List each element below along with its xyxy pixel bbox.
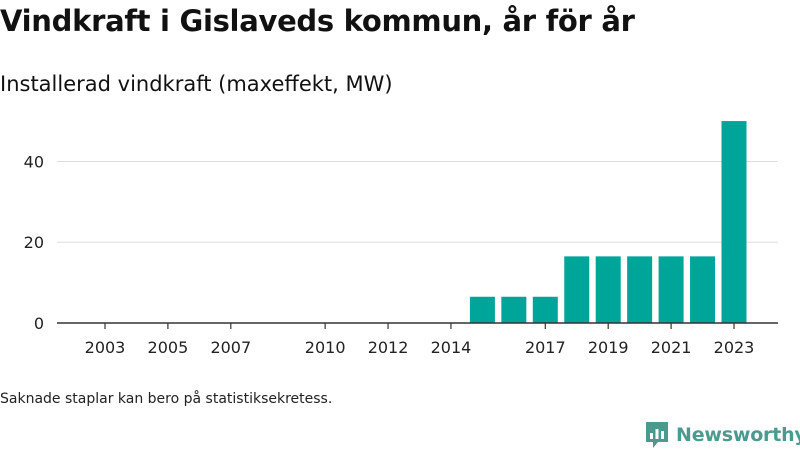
bar bbox=[659, 256, 684, 323]
x-tick-label: 2023 bbox=[714, 338, 755, 357]
x-tick-label: 2007 bbox=[210, 338, 251, 357]
bar bbox=[564, 256, 589, 323]
x-tick-label: 2021 bbox=[651, 338, 692, 357]
bar bbox=[627, 256, 652, 323]
x-tick-label: 2003 bbox=[85, 338, 126, 357]
bar bbox=[501, 297, 526, 323]
bar-chart: 0 20 40 2003 2005 2007 2010 2012 2014 2017 2019 202… bbox=[0, 0, 800, 380]
footnote: Saknade staplar kan bero på statistiksek… bbox=[0, 391, 332, 407]
bar bbox=[533, 297, 558, 323]
x-tick-label: 2014 bbox=[431, 338, 472, 357]
x-tick-label: 2012 bbox=[368, 338, 409, 357]
bar bbox=[722, 121, 747, 323]
y-tick-label: 0 bbox=[34, 314, 44, 333]
y-tick-label: 40 bbox=[24, 152, 44, 171]
bar bbox=[470, 297, 495, 323]
x-tick-label: 2005 bbox=[148, 338, 189, 357]
y-tick-label: 20 bbox=[24, 233, 44, 252]
x-tick-label: 2017 bbox=[525, 338, 566, 357]
newsworthy-chart-logo-icon bbox=[644, 420, 670, 450]
bar bbox=[596, 256, 621, 323]
x-tick-label: 2019 bbox=[588, 338, 629, 357]
bar bbox=[690, 256, 715, 323]
x-tick-label: 2010 bbox=[305, 338, 346, 357]
brand-name: Newsworthy bbox=[676, 424, 800, 446]
newsworthy-brand[interactable]: Newsworthy bbox=[644, 420, 800, 450]
